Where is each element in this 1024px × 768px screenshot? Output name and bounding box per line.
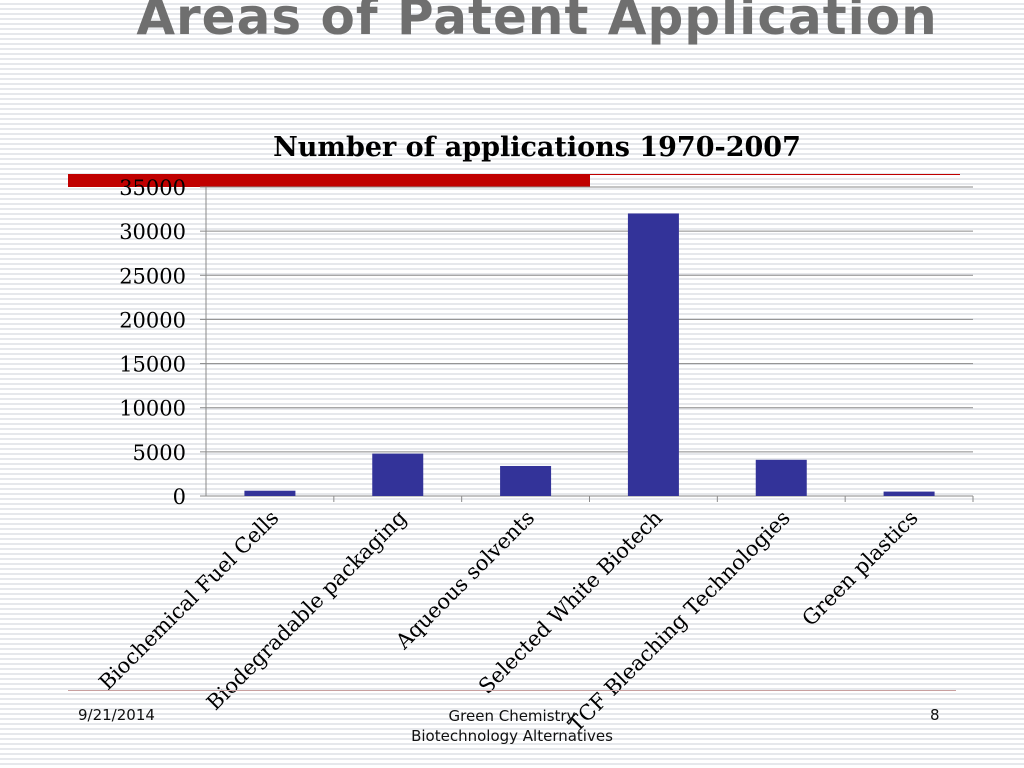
- x-tick-label: TCF Bleaching Technologies: [564, 506, 795, 737]
- accent-line: [590, 174, 960, 175]
- y-tick-label: 25000: [119, 264, 186, 288]
- footer-center-line1: Green Chemistry: [448, 707, 576, 725]
- slide-title: Areas of Patent Application: [136, 0, 938, 46]
- bar: [244, 490, 296, 496]
- x-tick-label: Aqueous solvents: [390, 506, 539, 655]
- y-tick-label: 0: [173, 485, 186, 509]
- footer-rule: [68, 690, 956, 691]
- bar: [627, 213, 679, 496]
- y-tick-label: 5000: [133, 441, 186, 465]
- y-tick-label: 35000: [119, 176, 186, 200]
- footer-center: Green Chemistry Biotechnology Alternativ…: [332, 706, 692, 746]
- chart-title: Number of applications 1970-2007: [273, 132, 801, 163]
- accent-bar: [68, 174, 590, 187]
- x-tick-label: Biodegradable packaging: [202, 506, 411, 715]
- page-number: 8: [930, 706, 940, 724]
- footer-center-line2: Biotechnology Alternatives: [411, 727, 613, 745]
- bar: [372, 453, 424, 496]
- x-tick-label: Green plastics: [797, 506, 922, 631]
- bar: [500, 465, 552, 496]
- y-tick-label: 20000: [119, 308, 186, 332]
- bar: [755, 459, 807, 496]
- y-tick-label: 10000: [119, 397, 186, 421]
- bar: [883, 491, 935, 496]
- footer-date: 9/21/2014: [78, 706, 155, 724]
- y-tick-label: 30000: [119, 220, 186, 244]
- y-tick-label: 15000: [119, 353, 186, 377]
